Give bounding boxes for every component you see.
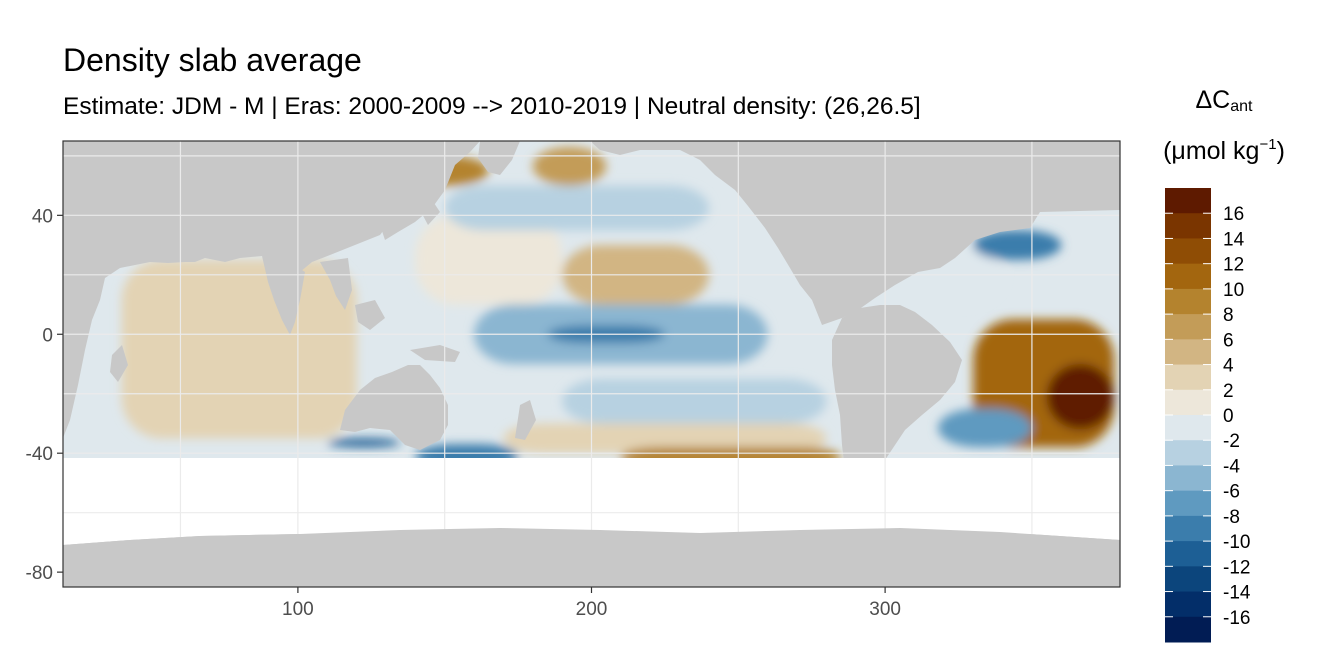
color-bar-segment	[1165, 288, 1211, 315]
color-bar-segment	[1165, 465, 1211, 492]
legend-unit-superscript: −1	[1259, 136, 1277, 153]
color-bar-label: -10	[1223, 532, 1250, 553]
field-region	[503, 423, 827, 454]
land-new-zealand	[515, 400, 536, 440]
color-bar-segment	[1165, 515, 1211, 542]
x-tick-label: 300	[869, 599, 901, 620]
color-bar-label: 2	[1223, 381, 1234, 402]
color-bar-segment	[1165, 440, 1211, 466]
legend-unit-main: (μmol kg	[1163, 137, 1260, 165]
color-bar-label: 4	[1223, 356, 1234, 377]
land-kamchatka	[478, 141, 520, 175]
legend-title-subscript: ant	[1230, 98, 1253, 115]
legend-title-main: ΔC	[1195, 86, 1231, 114]
color-bar-label: 16	[1223, 204, 1244, 225]
y-tick-label: -80	[26, 563, 53, 584]
color-bar-segment	[1165, 238, 1211, 265]
color-bar-label: -12	[1223, 557, 1250, 578]
field-region	[444, 185, 709, 231]
land-new-guinea	[410, 345, 460, 362]
y-tick-label: 40	[32, 206, 53, 227]
color-bar-label: 10	[1223, 280, 1244, 301]
color-bar-segment	[1165, 541, 1211, 567]
chart-title: Density slab average	[63, 42, 362, 78]
legend-title: ΔCant	[1170, 86, 1278, 116]
color-bar-label: -14	[1223, 583, 1251, 604]
color-bar-label: 0	[1223, 406, 1234, 427]
field-region	[121, 259, 357, 439]
color-bar-label: -2	[1223, 431, 1240, 452]
field-region	[562, 378, 827, 424]
map-panel	[63, 141, 1120, 587]
color-bar-label: -8	[1223, 507, 1240, 528]
color-bar-segment	[1165, 339, 1211, 366]
grid-lines	[63, 141, 1120, 587]
color-bar-segment	[1165, 566, 1211, 593]
color-bar-segment	[1165, 364, 1211, 391]
legend-unit: (μmol kg−1)	[1158, 136, 1290, 166]
land-japan	[420, 200, 440, 225]
color-bar-label: -6	[1223, 482, 1240, 503]
field-region	[1046, 364, 1115, 430]
land-greenland	[900, 141, 1120, 180]
land-madagascar	[110, 345, 128, 382]
legend-unit-close: )	[1276, 137, 1285, 165]
color-bar-segment	[1165, 490, 1211, 517]
color-bar-segment	[1165, 263, 1211, 290]
color-bar-segment	[1165, 616, 1211, 643]
land-borneo	[355, 300, 385, 330]
color-bar: 16 14 12 10 8 6 4 2 0 -2 -4 -6 -8 -10 -12 -14 -16	[1165, 188, 1251, 643]
y-tick-label: -40	[26, 444, 53, 465]
color-bar-segment	[1165, 213, 1211, 239]
x-tick-label: 200	[576, 599, 608, 620]
field-region	[937, 408, 1032, 448]
field-region	[327, 438, 401, 448]
land-north-america	[590, 141, 1120, 325]
color-bar-segment	[1165, 415, 1211, 441]
land-south-america	[832, 305, 962, 495]
color-bar-label: 12	[1223, 255, 1244, 276]
field-region	[973, 230, 1062, 260]
land-antarctica-top	[63, 528, 1120, 587]
color-bar-label: -16	[1223, 608, 1250, 629]
color-bar-segment	[1165, 314, 1211, 340]
land-india	[262, 256, 305, 335]
y-tick-label: 0	[42, 325, 53, 346]
color-bar-label: 6	[1223, 330, 1234, 351]
chart-subtitle: Estimate: JDM - M | Eras: 2000-2009 --> …	[63, 93, 921, 120]
land-australia	[340, 365, 448, 450]
color-bar-label: 14	[1223, 229, 1245, 250]
color-bar-segment	[1165, 188, 1211, 214]
field-region	[532, 146, 607, 186]
land-caribbean	[902, 258, 935, 272]
field-region	[415, 215, 563, 305]
land-se-asia	[320, 258, 352, 310]
color-bar-segment	[1165, 389, 1211, 416]
color-bar-label: -4	[1223, 456, 1240, 477]
x-tick-label: 100	[282, 599, 314, 620]
color-bar-segment	[1165, 591, 1211, 618]
color-bar-label: 8	[1223, 305, 1234, 326]
